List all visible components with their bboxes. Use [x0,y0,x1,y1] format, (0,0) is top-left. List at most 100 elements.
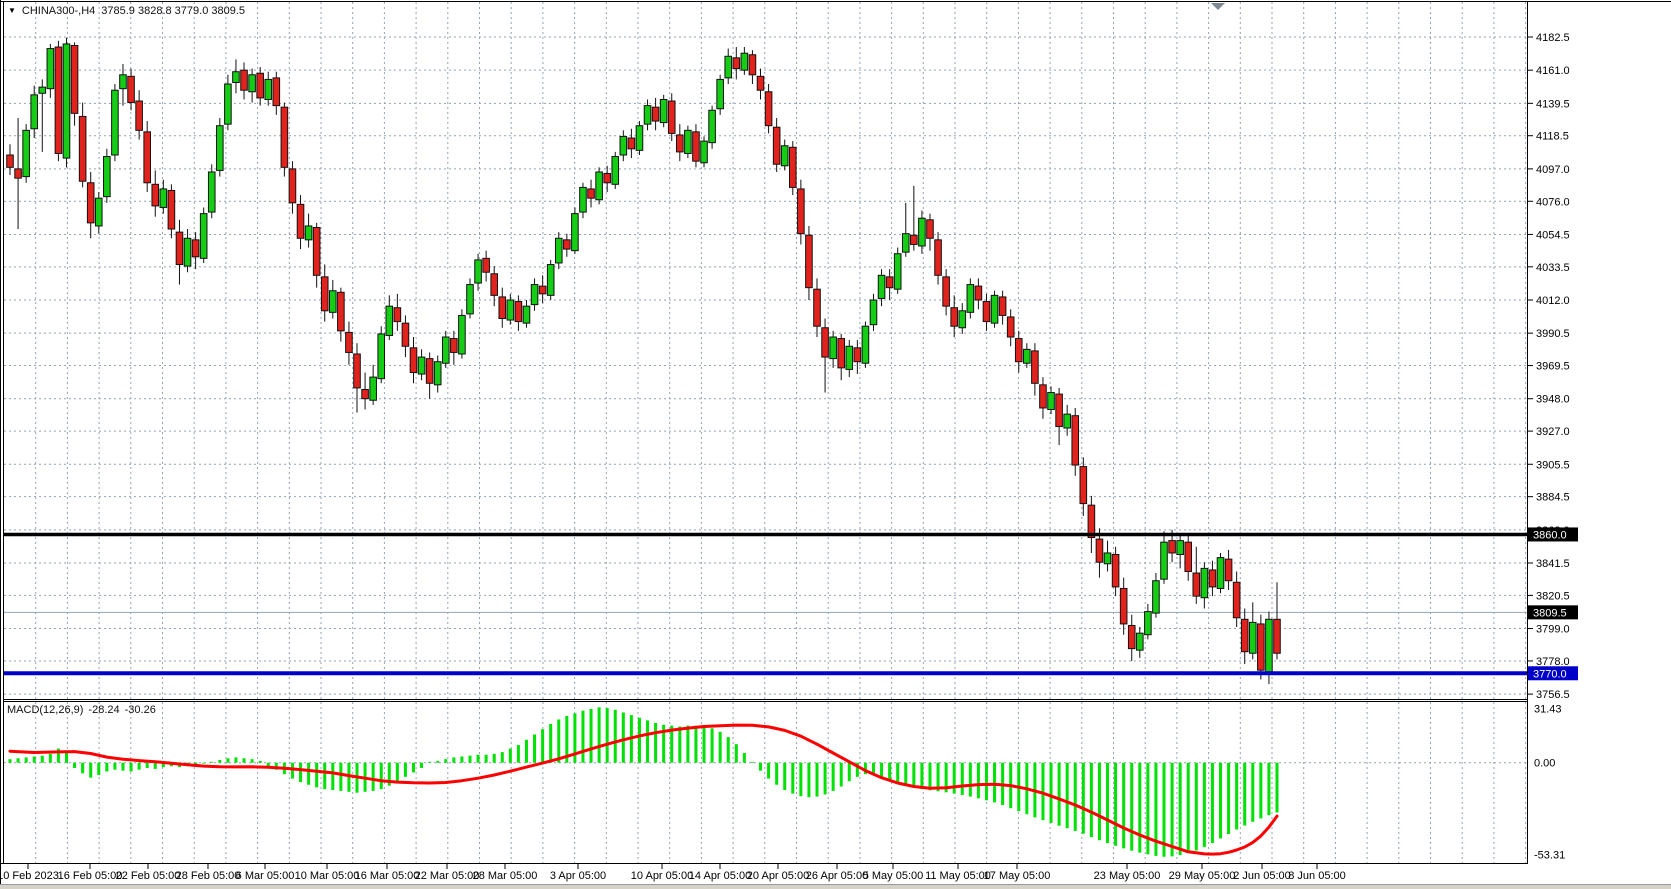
candle-body [369,376,377,401]
candle-body [732,57,741,70]
candle-body [1087,504,1096,539]
candle-body [498,296,507,320]
candle-body [651,106,660,122]
candle-body [829,336,837,360]
candle-body [1006,316,1015,338]
chart-header: ▼ CHINA300-,H4 3785.9 3828.8 3779.0 3809… [8,5,245,17]
time-axis-label: 10 Apr 05:00 [631,870,693,882]
candle-body [199,213,208,259]
candle-body [1248,621,1257,654]
candle-body [676,134,684,153]
candle-body [942,276,950,307]
candle-body [853,347,862,363]
candle-body [86,182,95,224]
candle-body [433,361,442,386]
candle-body [756,75,765,91]
candle-body [877,274,886,299]
candle-body [805,234,813,289]
candle-body [1023,348,1031,364]
candle-body [458,314,466,355]
candle-body [918,217,926,247]
price-axis-label: 3969.5 [1536,361,1570,373]
price-axis-label: 4161.0 [1536,65,1570,77]
candle-body [296,203,305,239]
candle-body [797,188,805,235]
resistance-price-badge [1528,527,1578,542]
candle-body [708,109,716,144]
candle-body [159,188,168,208]
price-axis-label: 3799.0 [1536,624,1570,636]
candle-body [78,115,87,182]
candle-body [1265,618,1273,673]
candle-body [788,146,797,188]
macd-label-row: MACD(12,26,9) -28.24 -30.26 [7,704,156,716]
time-axis-label: 6 Mar 05:00 [236,870,295,882]
candle-body [522,305,531,324]
candle-body [1257,623,1265,671]
candle-body [224,83,232,125]
candle-body [692,131,700,162]
symbol-title: CHINA300-,H4 [21,5,96,17]
chart-shift-marker-icon [1211,3,1225,10]
candle-body [974,285,983,301]
candle-body [353,353,361,389]
candle-body [1184,541,1193,572]
ohlc-readout: 3785.9 3828.8 3779.0 3809.5 [101,5,246,17]
candle-body [466,284,474,315]
candle-body [506,299,515,321]
candle-body [861,325,870,364]
macd-scale-min: -53.31 [1534,850,1565,862]
time-axis-label: 14 Apr 05:00 [689,870,751,882]
candle-body [885,276,894,289]
candle-body [14,168,22,179]
macd-panel [8,707,1279,857]
candle-body [22,129,30,178]
time-axis-label: 3 Apr 05:00 [550,870,606,882]
price-axis-label: 3778.0 [1536,656,1570,668]
bid-price-badge-text: 3809.5 [1533,607,1567,619]
candle-body [256,72,264,99]
price-axis-label: 4139.5 [1536,98,1570,110]
candle-body [893,253,902,290]
symbol-dropdown-icon[interactable]: ▼ [8,6,16,15]
candle-body [530,284,539,306]
candle-body [1063,413,1071,429]
candle-body [837,338,846,369]
candle-body [143,131,151,184]
time-axis-label: 16 Feb 05:00 [58,870,123,882]
candle-body [1047,392,1055,411]
candle-body [724,55,733,79]
candle-body [103,156,111,198]
support-price-badge [1528,666,1578,681]
candle-body [1136,632,1144,651]
candle-body [950,307,958,327]
candle-body [579,186,587,213]
candle-body [990,294,999,324]
time-axis-label: 10 Feb 2023 [0,870,59,882]
price-axis-label: 4012.0 [1536,295,1570,307]
time-axis-label: 28 Mar 05:00 [473,870,538,882]
time-axis-label: 11 May 05:00 [925,870,991,882]
candle-body [587,188,595,199]
candle-body [191,239,200,258]
candle-body [151,183,160,207]
candle-body [1095,538,1104,563]
candle-body [6,154,14,168]
support-price-badge-text: 3770.0 [1533,668,1567,680]
candle-body [119,74,127,90]
macd-scale-zero: 0.00 [1534,758,1555,770]
candle-body [700,140,708,164]
bottom-strip [0,885,1671,889]
price-axis-label: 3841.5 [1536,558,1570,570]
price-axis: 4182.5 4161.0 4139.5 4118.5 4097.0 4076.0 4054… [1528,32,1578,701]
price-axis-label: 3820.5 [1536,590,1570,602]
candle-body [280,106,289,168]
candle-body [361,388,369,400]
candle-body [1176,540,1184,556]
price-axis-label: 3905.5 [1536,459,1570,471]
candle-body [845,345,854,370]
